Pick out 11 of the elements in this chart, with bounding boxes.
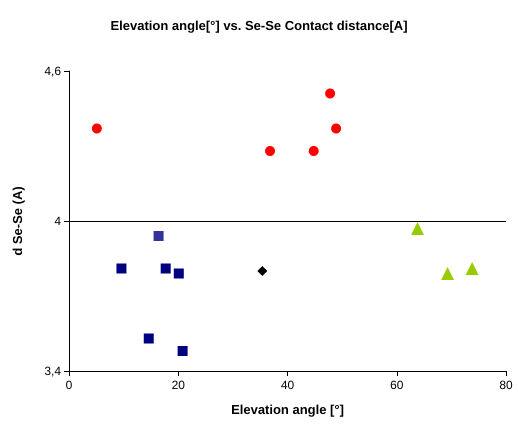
x-tick-label: 80	[499, 378, 513, 392]
y-tick-label: 4	[54, 214, 62, 228]
x-axis-title: Elevation angle [°]	[231, 402, 344, 417]
x-tick-label: 20	[172, 378, 186, 392]
y-tick-label: 4,6	[44, 64, 62, 78]
chart-title: Elevation angle[°] vs. Se-Se Contact distance[A]	[110, 18, 408, 33]
y-tick-label: 3,4	[44, 364, 62, 378]
x-tick-label: 40	[280, 378, 294, 392]
x-tick-label: 0	[66, 378, 73, 392]
y-axis-title: d Se-Se (A)	[10, 186, 25, 256]
x-tick-label: 60	[390, 378, 404, 392]
